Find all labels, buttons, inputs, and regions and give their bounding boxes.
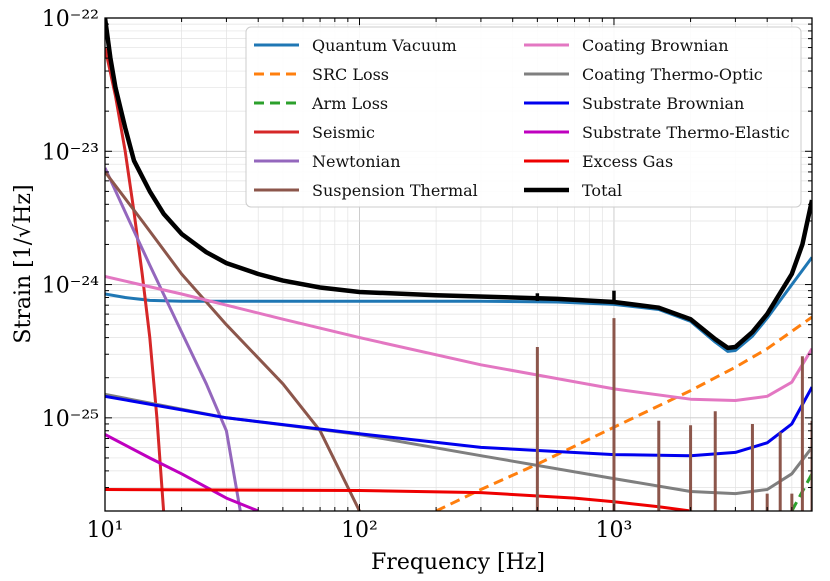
legend-label: Suspension Thermal xyxy=(312,181,478,200)
y-axis-label: Strain [1/√Hz] xyxy=(11,184,36,343)
x-tick-label: 10³ xyxy=(596,518,633,543)
x-axis-label: Frequency [Hz] xyxy=(371,550,545,575)
legend-entry-coating-thermo-optic: Coating Thermo-Optic xyxy=(524,65,763,84)
legend-label: Arm Loss xyxy=(311,94,388,113)
legend-label: Excess Gas xyxy=(582,152,673,171)
legend-entry-quantum-vacuum: Quantum Vacuum xyxy=(254,36,457,55)
y-tick-label: 10⁻²³ xyxy=(42,140,99,165)
legend-entry-suspension-thermal: Suspension Thermal xyxy=(254,181,478,200)
series-line-total xyxy=(105,18,812,351)
legend-entry-src-loss: SRC Loss xyxy=(254,65,389,84)
legend-label: Quantum Vacuum xyxy=(312,36,457,55)
legend-label: Coating Thermo-Optic xyxy=(582,65,763,84)
x-tick-label: 10¹ xyxy=(87,518,124,543)
series-lines xyxy=(105,18,812,511)
legend-label: Coating Brownian xyxy=(582,36,729,55)
axis-ticks: 10¹ 10² 10³ 10⁻²⁵ 10⁻²⁴ 10⁻²³ 10⁻²² xyxy=(42,7,813,543)
plot-frame xyxy=(104,17,813,512)
y-tick-label: 10⁻²² xyxy=(42,7,99,32)
legend-label: Substrate Thermo-Elastic xyxy=(582,123,790,142)
legend-label: Total xyxy=(582,181,622,200)
legend-label: Substrate Brownian xyxy=(582,94,744,113)
series-line-substrate-thermo-elastic xyxy=(105,433,259,511)
legend-entry-substrate-thermo-elastic: Substrate Thermo-Elastic xyxy=(524,123,790,142)
legend-entry-coating-brownian: Coating Brownian xyxy=(524,36,729,55)
legend-box xyxy=(245,26,802,208)
legend-entry-newtonian: Newtonian xyxy=(254,152,401,171)
series-line-src-loss xyxy=(435,315,812,511)
legend-entry-substrate-brownian: Substrate Brownian xyxy=(524,94,744,113)
y-tick-label: 10⁻²⁴ xyxy=(42,274,99,299)
legend-label: Seismic xyxy=(312,123,375,142)
legend-label: Newtonian xyxy=(312,152,401,171)
series-line-newtonian xyxy=(105,167,242,511)
legend-label: SRC Loss xyxy=(312,65,389,84)
x-tick-label: 10² xyxy=(341,518,378,543)
legend: Quantum Vacuum SRC Loss Arm Loss Seismic New… xyxy=(245,26,802,208)
y-tick-label: 10⁻²⁵ xyxy=(42,407,99,432)
legend-entry-seismic: Seismic xyxy=(254,123,375,142)
legend-entry-arm-loss: Arm Loss xyxy=(254,94,388,113)
legend-entry-total: Total xyxy=(524,181,622,200)
legend-entry-excess-gas: Excess Gas xyxy=(524,152,673,171)
